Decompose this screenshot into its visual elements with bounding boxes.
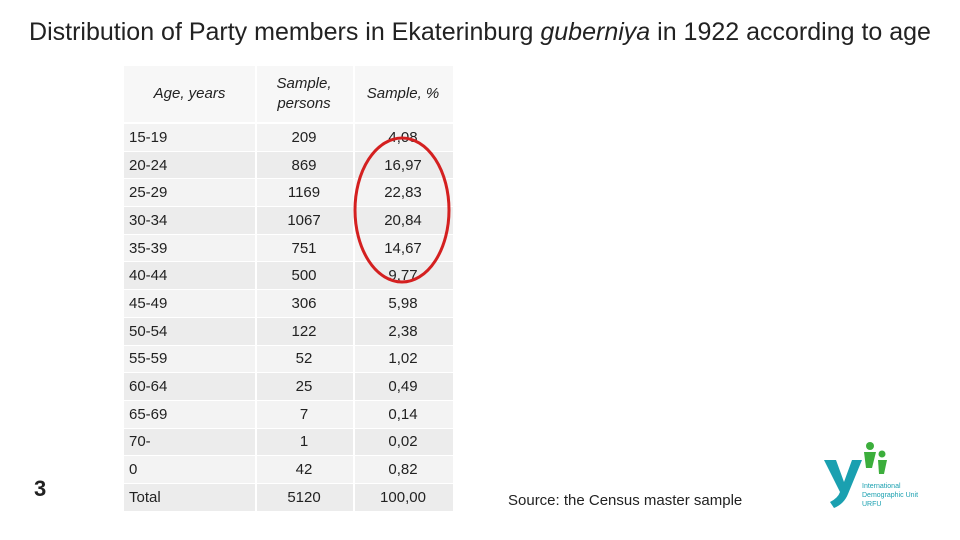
age-cell: 55-59 bbox=[129, 350, 168, 368]
persons-cell: 209 bbox=[291, 128, 317, 146]
percent-cell: 2,38 bbox=[388, 322, 418, 340]
table-row: 35-39 751 14,67 bbox=[124, 234, 453, 263]
percent-cell: 0,02 bbox=[388, 433, 418, 451]
age-cell: 50-54 bbox=[129, 322, 168, 340]
table-row: 65-69 7 0,14 bbox=[124, 400, 453, 429]
table-body: 15-19 209 4,08 20-24 869 16,97 25-29 1169 22,83 3… bbox=[124, 124, 453, 512]
age-cell: 15-19 bbox=[129, 128, 168, 146]
age-cell: 30-34 bbox=[129, 211, 168, 229]
table-row: 55-59 52 1,02 bbox=[124, 345, 453, 374]
age-cell: 65-69 bbox=[129, 405, 168, 423]
persons-cell: 500 bbox=[291, 267, 317, 285]
slide-number: 3 bbox=[34, 476, 47, 501]
table-row: 40-44 500 9,77 bbox=[124, 262, 453, 291]
persons-cell: 42 bbox=[295, 461, 313, 479]
age-cell: 0 bbox=[129, 461, 138, 479]
age-cell: 20-24 bbox=[129, 156, 168, 174]
header-percent: Sample, % bbox=[366, 85, 440, 102]
persons-cell: 5120 bbox=[287, 488, 321, 506]
age-cell: 70- bbox=[129, 433, 151, 451]
logo-line-2: Demographic Unit bbox=[862, 492, 918, 499]
persons-cell: 52 bbox=[295, 350, 313, 368]
table-row: 25-29 1169 22,83 bbox=[124, 179, 453, 208]
header-age: Age, years bbox=[153, 85, 226, 102]
percent-cell: 14,67 bbox=[384, 239, 422, 257]
persons-cell: 122 bbox=[291, 322, 317, 340]
persons-cell: 25 bbox=[295, 378, 313, 396]
table-row: 45-49 306 5,98 bbox=[124, 290, 453, 318]
table-row: Total 5120 100,00 bbox=[124, 483, 453, 512]
persons-cell: 7 bbox=[299, 405, 309, 423]
idu-logo-icon: International Demographic Unit URFU bbox=[824, 442, 918, 508]
percent-cell: 0,82 bbox=[388, 461, 418, 479]
persons-cell: 1169 bbox=[287, 184, 321, 202]
persons-cell: 1067 bbox=[287, 211, 321, 229]
age-table: Age, years Sample, persons Sample, % 15-… bbox=[124, 66, 453, 512]
table-row: 70- 1 0,02 bbox=[124, 428, 453, 457]
highlight-circle bbox=[353, 136, 451, 284]
percent-cell: 22,83 bbox=[384, 184, 422, 202]
percent-cell: 0,49 bbox=[388, 378, 418, 396]
table-row: 50-54 122 2,38 bbox=[124, 317, 453, 346]
percent-cell: 100,00 bbox=[380, 488, 426, 506]
age-cell: 45-49 bbox=[129, 294, 168, 312]
logo-line-3: URFU bbox=[862, 501, 881, 508]
age-cell: 60-64 bbox=[129, 378, 168, 396]
table-row: 20-24 869 16,97 bbox=[124, 151, 453, 180]
persons-cell: 1 bbox=[299, 433, 309, 451]
title-part-end: in 1922 according to age bbox=[650, 18, 931, 46]
persons-cell: 751 bbox=[291, 239, 317, 257]
age-cell: 35-39 bbox=[129, 239, 168, 257]
slide-title: Distribution of Party members in Ekateri… bbox=[0, 18, 960, 47]
column-divider bbox=[353, 66, 355, 512]
percent-cell: 20,84 bbox=[384, 211, 422, 229]
source-note: Source: the Census master sample bbox=[508, 492, 743, 509]
age-cell: Total bbox=[129, 488, 161, 506]
table-row: 60-64 25 0,49 bbox=[124, 373, 453, 401]
persons-cell: 306 bbox=[291, 294, 317, 312]
header-persons: Sample, persons bbox=[276, 75, 332, 112]
percent-cell: 0,14 bbox=[388, 405, 418, 423]
percent-cell: 16,97 bbox=[384, 156, 422, 174]
column-divider bbox=[255, 66, 257, 512]
percent-cell: 1,02 bbox=[388, 350, 418, 368]
title-italic: guberniya bbox=[540, 18, 651, 46]
table-row: 30-34 1067 20,84 bbox=[124, 207, 453, 235]
logo-line-1: International bbox=[862, 483, 901, 490]
table-row: 0 42 0,82 bbox=[124, 456, 453, 484]
table-header: Age, years Sample, persons Sample, % bbox=[124, 66, 453, 124]
age-cell: 25-29 bbox=[129, 184, 168, 202]
title-part: Distribution of Party members in Ekateri… bbox=[29, 18, 541, 46]
persons-cell: 869 bbox=[291, 156, 317, 174]
percent-cell: 5,98 bbox=[388, 294, 418, 312]
age-cell: 40-44 bbox=[129, 267, 168, 285]
